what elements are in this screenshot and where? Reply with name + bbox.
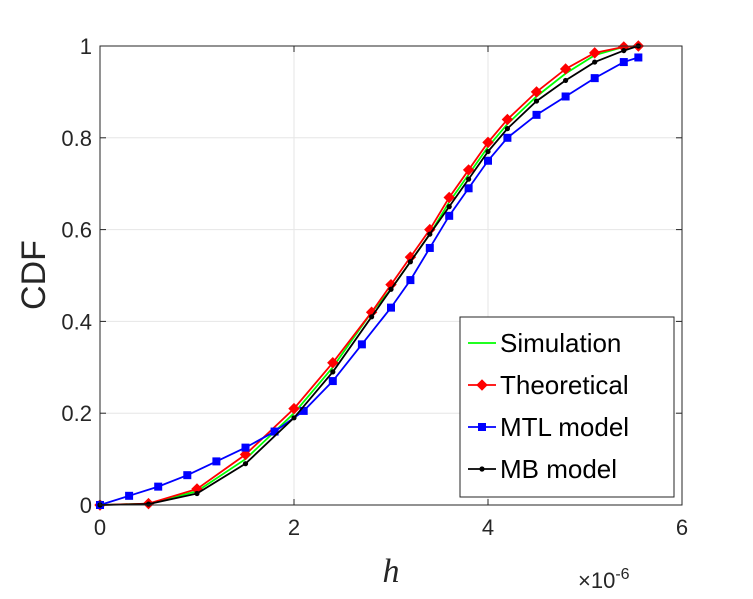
legend-label: Simulation <box>500 328 621 358</box>
legend-label: MTL model <box>500 412 629 442</box>
mtl-model-point <box>619 58 628 67</box>
mb-model-point <box>466 176 472 182</box>
mb-model-point <box>145 501 152 507</box>
legend-item-mtl-model: MTL model <box>468 412 629 442</box>
mtl-model-point <box>464 184 473 193</box>
mb-model-point <box>407 259 413 265</box>
mtl-model-point <box>406 276 415 285</box>
theoretical-point <box>443 191 455 204</box>
y-tick-label: 0.2 <box>61 401 92 426</box>
mb-model-point <box>533 98 540 104</box>
legend: Simulation Theoretical MTL model MB model <box>459 316 675 498</box>
mtl-model-point <box>561 92 570 101</box>
legend-swatch-marker <box>476 379 488 391</box>
mb-model-point <box>485 148 491 155</box>
x-exponent-power: -6 <box>615 566 629 583</box>
mb-model-point <box>194 490 200 497</box>
legend-item-theoretical: Theoretical <box>468 370 629 400</box>
mtl-model-point <box>125 491 134 500</box>
mtl-model-point <box>634 53 643 62</box>
mtl-model-point <box>357 340 366 349</box>
y-tick-label: 0.8 <box>61 126 92 151</box>
legend-item-simulation: Simulation <box>468 328 621 358</box>
x-tick-label: 6 <box>676 515 688 540</box>
mb-model-point <box>330 369 336 375</box>
theoretical-point <box>482 136 494 149</box>
mb-model-point <box>242 461 249 467</box>
grid <box>100 46 682 505</box>
theoretical-point <box>327 357 339 369</box>
mtl-model-line <box>99 56 639 506</box>
mb-model-point <box>563 77 569 84</box>
mb-model-point <box>592 59 598 65</box>
theoretical-point <box>530 86 543 98</box>
mtl-model-point <box>328 377 337 386</box>
theoretical-point <box>559 63 572 75</box>
mtl-model-point <box>445 211 454 220</box>
ticks: 0 2 4 6 0 0.2 0.4 0.6 0.8 1 <box>61 34 688 540</box>
x-exponent-base: ×10 <box>578 568 615 593</box>
mtl-model-point <box>484 156 492 165</box>
mtl-model-point <box>241 443 250 452</box>
mtl-model-point <box>387 303 395 312</box>
legend-item-mb-model: MB model <box>468 454 617 484</box>
theoretical-point <box>239 448 252 461</box>
theoretical-point <box>501 113 514 126</box>
plot-frame <box>99 45 683 506</box>
theoretical-point <box>288 402 300 415</box>
mb-model-point <box>427 231 433 237</box>
x-tick-label: 0 <box>94 515 106 540</box>
x-tick-label: 4 <box>482 515 494 540</box>
y-tick-label: 1 <box>80 34 92 59</box>
mb-model-point <box>621 47 627 54</box>
x-axis-label: h <box>383 553 400 590</box>
mb-model-point <box>369 314 375 320</box>
mtl-model-point <box>212 457 221 466</box>
theoretical-point <box>462 164 475 176</box>
mb-model-point <box>291 415 297 421</box>
mb-model-point <box>388 286 394 292</box>
y-tick-label: 0 <box>80 493 92 518</box>
y-tick-label: 0.4 <box>61 309 92 334</box>
x-tick-label: 2 <box>288 515 300 540</box>
series-layer <box>94 40 645 511</box>
legend-label: Theoretical <box>500 370 629 400</box>
mtl-model-point <box>503 133 512 142</box>
mtl-model-series <box>96 53 643 509</box>
theoretical-point <box>588 47 601 59</box>
legend-label: MB model <box>500 454 617 484</box>
mb-model-series <box>97 43 641 508</box>
mtl-model-point <box>532 110 541 119</box>
legend-box <box>459 316 675 498</box>
mb-model-point <box>504 126 510 132</box>
legend-swatch-marker <box>479 466 485 472</box>
legend-swatch-marker <box>478 423 486 431</box>
y-tick-label: 0.6 <box>61 218 92 243</box>
mtl-model-point <box>154 482 163 491</box>
mtl-model-point <box>183 471 192 480</box>
mtl-model-point <box>425 243 434 252</box>
mb-model-point <box>446 204 452 210</box>
mtl-model-point <box>590 74 599 83</box>
x-exponent: ×10-6 <box>578 566 630 593</box>
y-axis-label: CDF <box>15 240 53 310</box>
